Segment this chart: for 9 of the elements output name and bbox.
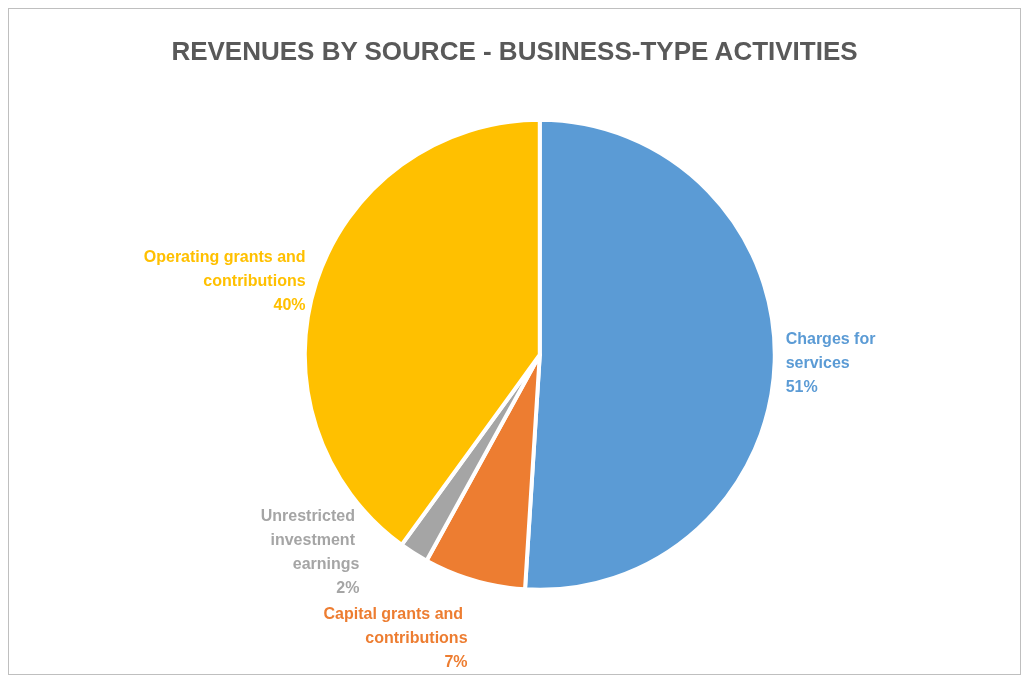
slice-label: Operating grants and contributions [143, 247, 306, 289]
slice-label: Capital grants and contributions [323, 604, 468, 646]
data-label: 7% [444, 652, 468, 670]
chart-title: REVENUES BY SOURCE - BUSINESS-TYPE ACTIVITIES [171, 36, 858, 66]
data-label: 40% [273, 295, 306, 313]
data-label: 51% [785, 377, 818, 395]
slice-label: Unrestricted investment earnings [260, 506, 360, 572]
data-label: 2% [336, 578, 360, 596]
slice-label: Charges for services [785, 329, 880, 371]
